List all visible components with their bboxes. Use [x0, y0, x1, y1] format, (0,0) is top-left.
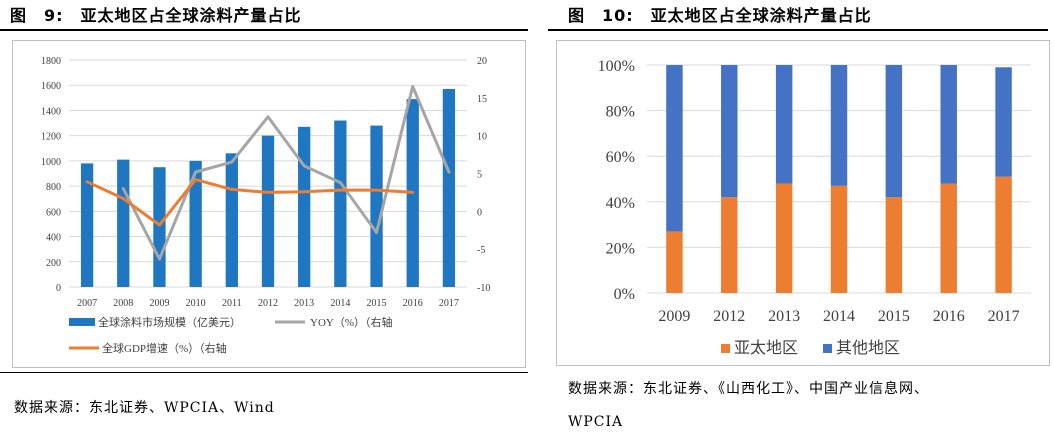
bar [298, 126, 311, 287]
y-tick-label: 60% [606, 149, 635, 166]
gdp-line [85, 178, 415, 227]
y2-tick-label: 20 [477, 56, 487, 67]
y2-tick-label: -10 [477, 283, 490, 294]
y-tick-label: 0 [56, 283, 61, 294]
legend-swatch-apac [721, 344, 730, 353]
x-tick-label: 2014 [823, 308, 855, 325]
right-figure-panel: 图 10: 亚太地区占全球涂料产量占比 0% 20% 40% 60% 80% 100% 20… [548, 0, 1054, 439]
bar-other [721, 65, 738, 198]
legend-label-yoy: YOY（%）（右轴 [310, 315, 393, 329]
bar [261, 135, 275, 287]
x-tick-label: 2016 [933, 308, 965, 325]
chart-frame: 0 200 400 600 800 1000 1200 1400 1600 1800 -10 -5 0 5… [12, 40, 526, 368]
x-tick-label: 2017 [988, 308, 1020, 325]
x-tick-label: 2007 [77, 298, 97, 309]
x-tick-label: 2008 [113, 298, 133, 309]
bar-other [995, 67, 1012, 177]
bar-other [666, 65, 683, 232]
y-tick-label: 1000 [41, 157, 61, 168]
x-tick-label: 2011 [222, 298, 242, 309]
x-tick-label: 2013 [768, 308, 800, 325]
title-rule [0, 29, 528, 31]
legend-swatch-other [823, 344, 832, 353]
bar [225, 153, 238, 287]
x-tick-label: 2013 [294, 298, 314, 309]
legend-label-gdp: 全球GDP增速（%）（右轴 [102, 341, 227, 355]
bar-apac [666, 231, 683, 293]
bar [153, 167, 166, 287]
source-note: 数据来源：东北证券、WPCIA、Wind [14, 400, 275, 416]
bar-apac [995, 176, 1012, 293]
y-tick-label: 600 [46, 207, 61, 218]
bar-other [885, 65, 903, 198]
y-tick-label: 1200 [41, 132, 61, 143]
y-tick-label: 1600 [41, 81, 61, 92]
bar [334, 120, 347, 288]
legend-label-apac: 亚太地区 [734, 339, 798, 357]
bar [370, 125, 383, 287]
x-tick-label: 2014 [330, 298, 350, 309]
x-tick-label: 2016 [403, 298, 423, 309]
x-tick-label: 2012 [713, 308, 745, 325]
x-tick-label: 2015 [878, 308, 910, 325]
x-tick-label: 2012 [258, 298, 278, 309]
legend-swatch-market-size [69, 318, 95, 326]
y-tick-label: 1400 [41, 106, 61, 117]
title-rule [548, 29, 1048, 31]
y2-tick-label: -5 [477, 245, 485, 256]
bar-apac [885, 197, 903, 293]
bar [189, 160, 202, 287]
share-chart: 0% 20% 40% 60% 80% 100% 2009 2012 2013 2014 2015 20… [598, 58, 1031, 357]
bar-apac [775, 183, 793, 293]
bar-other [940, 65, 957, 184]
bar [117, 159, 130, 287]
x-tick-label: 2009 [658, 308, 690, 325]
x-tick-label: 2017 [439, 298, 459, 309]
y2-tick-label: 15 [477, 94, 487, 105]
y2-tick-label: 5 [477, 170, 482, 181]
left-figure-panel: 图 9: 亚太地区占全球涂料产量占比 0 200 400 600 800 1000 1200… [0, 6, 528, 416]
bar-apac [830, 185, 848, 293]
bar [442, 89, 456, 287]
bar-apac [940, 183, 957, 293]
y-tick-label: 800 [46, 182, 61, 193]
y-tick-label: 400 [46, 233, 61, 244]
y-tick-label: 100% [598, 58, 635, 75]
bar-apac [721, 197, 738, 293]
y-tick-label: 20% [606, 240, 635, 257]
bar-other [830, 65, 848, 186]
y-tick-label: 40% [606, 195, 635, 212]
x-tick-label: 2015 [367, 298, 387, 309]
bar [80, 163, 94, 287]
y-tick-label: 0% [614, 286, 635, 303]
source-note-line2: WPCIA [568, 414, 624, 430]
x-tick-label: 2009 [149, 298, 169, 309]
y2-tick-label: 10 [477, 132, 487, 143]
y-tick-label: 200 [46, 258, 61, 269]
figure-9-title: 图 9: 亚太地区占全球涂料产量占比 [10, 6, 302, 25]
y-tick-label: 80% [606, 104, 635, 121]
chart-frame: 0% 20% 40% 60% 80% 100% 2009 2012 2013 2014 2015 20… [556, 40, 1050, 366]
market-size-chart: 0 200 400 600 800 1000 1200 1400 1600 1800 -10 -5 0 5… [41, 56, 490, 355]
bar-other [775, 65, 793, 184]
y2-tick-label: 0 [477, 207, 482, 218]
source-rule [0, 372, 528, 373]
x-tick-label: 2010 [186, 298, 206, 309]
legend-label-market-size: 全球涂料市场规模（亿美元） [98, 315, 241, 329]
legend-label-other: 其他地区 [836, 339, 900, 357]
source-note-line1: 数据来源：东北证券、《山西化工》、中国产业信息网、 [568, 381, 929, 397]
yoy-line [121, 85, 451, 261]
y-tick-label: 1800 [41, 56, 61, 67]
figure-10-title: 图 10: 亚太地区占全球涂料产量占比 [568, 6, 872, 25]
